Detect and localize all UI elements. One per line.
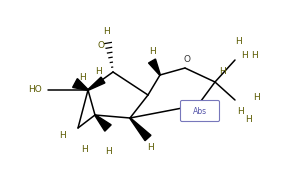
FancyBboxPatch shape xyxy=(181,101,220,121)
Text: H: H xyxy=(104,27,110,37)
Polygon shape xyxy=(95,115,111,131)
Text: Abs: Abs xyxy=(193,106,207,116)
Polygon shape xyxy=(130,118,151,141)
Text: H: H xyxy=(147,143,153,152)
Text: HO: HO xyxy=(28,85,42,94)
Text: H: H xyxy=(105,147,112,156)
Text: H: H xyxy=(79,73,85,82)
Text: H: H xyxy=(82,145,88,155)
Text: H: H xyxy=(59,130,65,140)
Polygon shape xyxy=(88,77,105,90)
Text: O: O xyxy=(183,56,190,65)
Text: H: H xyxy=(219,68,225,77)
Text: H: H xyxy=(237,108,243,117)
Text: H: H xyxy=(241,50,247,60)
Text: H: H xyxy=(252,50,258,60)
Text: H: H xyxy=(95,68,101,77)
Polygon shape xyxy=(73,79,88,90)
Text: O: O xyxy=(98,41,104,49)
Polygon shape xyxy=(149,59,160,75)
Text: H: H xyxy=(246,116,252,125)
Text: H: H xyxy=(235,38,241,46)
Text: H: H xyxy=(149,48,155,57)
Text: H: H xyxy=(254,93,260,101)
